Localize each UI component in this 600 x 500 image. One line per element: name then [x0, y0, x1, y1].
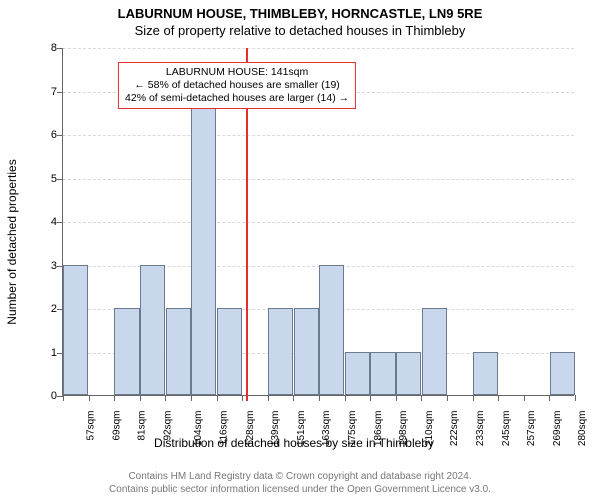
y-axis-label: Number of detached properties: [5, 159, 19, 324]
x-tick: [524, 395, 525, 401]
x-axis-label: Distribution of detached houses by size …: [14, 436, 574, 450]
gridline: [63, 222, 574, 223]
y-tick: [57, 222, 63, 223]
x-tick: [293, 395, 294, 401]
x-tick: [345, 395, 346, 401]
x-tick: [165, 395, 166, 401]
attribution-footer: Contains HM Land Registry data © Crown c…: [0, 471, 600, 496]
histogram-bar: [422, 308, 447, 395]
histogram-bar: [191, 91, 216, 396]
x-tick: [89, 395, 90, 401]
chart-titles: LABURNUM HOUSE, THIMBLEBY, HORNCASTLE, L…: [0, 0, 600, 38]
annotation-line: ← 58% of detached houses are smaller (19…: [125, 79, 349, 92]
histogram-bar: [114, 308, 139, 395]
x-tick: [370, 395, 371, 401]
y-tick-label: 1: [39, 347, 57, 359]
footer-line-2: Contains public sector information licen…: [0, 484, 600, 497]
plot-area: 01234567857sqm69sqm81sqm92sqm104sqm116sq…: [62, 48, 574, 396]
y-tick-label: 2: [39, 303, 57, 315]
gridline: [63, 48, 574, 49]
chart-title-sub: Size of property relative to detached ho…: [0, 23, 600, 38]
histogram-bar: [294, 308, 319, 395]
y-tick-label: 8: [39, 42, 57, 54]
histogram-bar: [140, 265, 165, 396]
x-tick: [217, 395, 218, 401]
histogram-bar: [345, 352, 370, 396]
x-tick: [421, 395, 422, 401]
x-tick: [549, 395, 550, 401]
histogram-bar: [63, 265, 88, 396]
y-tick: [57, 92, 63, 93]
y-tick-label: 5: [39, 173, 57, 185]
gridline: [63, 179, 574, 180]
annotation-line: 42% of semi-detached houses are larger (…: [125, 92, 349, 105]
histogram-bar: [319, 265, 344, 396]
chart-container: Number of detached properties 0123456785…: [38, 48, 580, 436]
histogram-bar: [473, 352, 498, 396]
x-tick: [447, 395, 448, 401]
x-tick: [473, 395, 474, 401]
x-tick: [114, 395, 115, 401]
histogram-bar: [166, 308, 191, 395]
annotation-box: LABURNUM HOUSE: 141sqm← 58% of detached …: [118, 62, 356, 109]
x-tick: [140, 395, 141, 401]
chart-title-main: LABURNUM HOUSE, THIMBLEBY, HORNCASTLE, L…: [0, 6, 600, 21]
y-tick: [57, 48, 63, 49]
x-tick: [575, 395, 576, 401]
y-tick-label: 6: [39, 129, 57, 141]
y-tick-label: 7: [39, 86, 57, 98]
footer-line-1: Contains HM Land Registry data © Crown c…: [0, 471, 600, 484]
y-tick: [57, 179, 63, 180]
y-tick-label: 3: [39, 260, 57, 272]
y-tick-label: 0: [39, 390, 57, 402]
histogram-bar: [550, 352, 575, 396]
x-tick: [242, 395, 243, 401]
histogram-bar: [396, 352, 421, 396]
y-tick-label: 4: [39, 216, 57, 228]
x-tick: [268, 395, 269, 401]
x-tick: [191, 395, 192, 401]
y-tick: [57, 135, 63, 136]
histogram-bar: [268, 308, 293, 395]
x-tick: [63, 395, 64, 401]
x-tick: [498, 395, 499, 401]
y-tick: [57, 266, 63, 267]
histogram-bar: [217, 308, 242, 395]
x-tick: [396, 395, 397, 401]
annotation-line: LABURNUM HOUSE: 141sqm: [125, 66, 349, 79]
y-tick: [57, 353, 63, 354]
y-tick: [57, 309, 63, 310]
gridline: [63, 135, 574, 136]
x-tick-label: 280sqm: [577, 411, 588, 447]
x-tick: [319, 395, 320, 401]
histogram-bar: [370, 352, 395, 396]
